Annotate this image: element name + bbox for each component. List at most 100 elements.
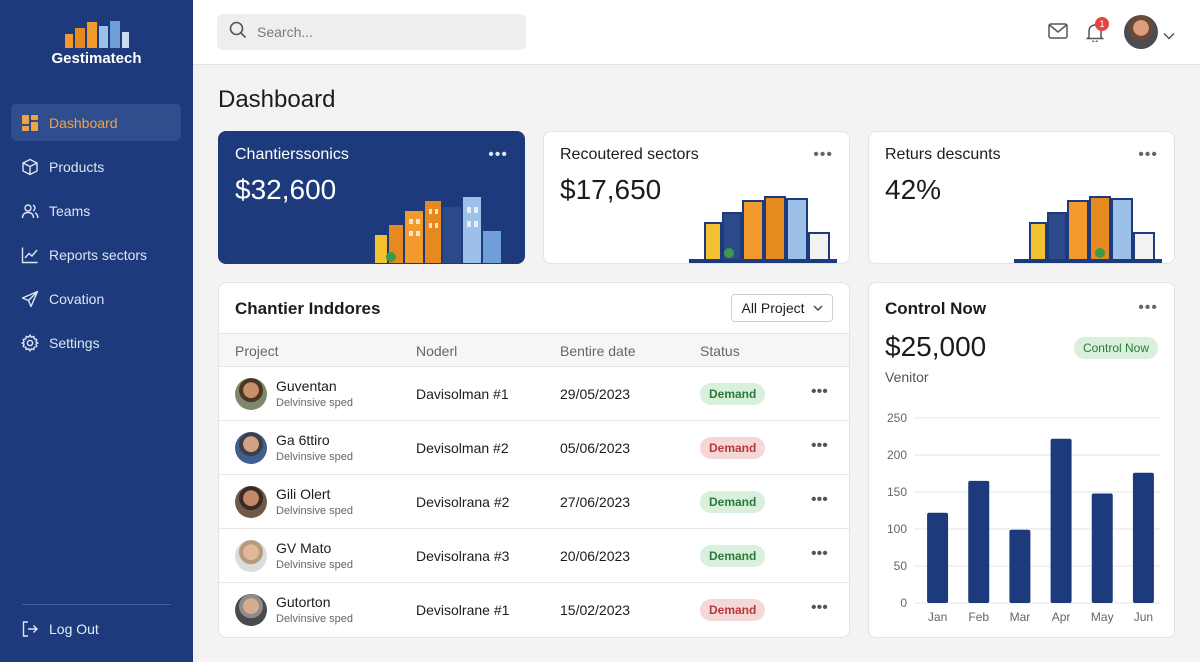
more-icon[interactable]: •••: [811, 383, 828, 400]
x-tick-label: Feb: [968, 610, 989, 624]
table-row[interactable]: Guventan Delvinsive sped Davisolman #1 2…: [219, 367, 849, 421]
project-sub: Delvinsive sped: [276, 613, 354, 625]
sidebar-item-label: Reports sectors: [49, 246, 148, 263]
project-date: 29/05/2023: [560, 386, 631, 402]
avatar[interactable]: [1124, 15, 1158, 49]
more-icon[interactable]: •••: [811, 545, 828, 562]
column-header: Bentire date: [560, 343, 636, 359]
column-header: Status: [700, 343, 740, 359]
sidebar-item-teams[interactable]: Teams: [11, 192, 181, 229]
sidebar-item-dashboard[interactable]: Dashboard: [11, 104, 181, 141]
table-row[interactable]: Gili Olert Delvinsive sped Devisolrana #…: [219, 475, 849, 529]
y-tick-label: 200: [887, 448, 907, 462]
sidebar-item-label: Products: [49, 158, 105, 175]
projects-title: Chantier Inddores: [235, 299, 381, 318]
city-illustration-icon: [689, 196, 837, 263]
more-icon[interactable]: •••: [811, 437, 828, 454]
sidebar-divider: [22, 604, 171, 605]
avatar: [235, 486, 267, 518]
column-header: Project: [235, 343, 279, 359]
logout-icon: [21, 620, 39, 638]
status-badge: Control Now: [1073, 337, 1158, 359]
table-row[interactable]: Gutorton Delvinsive sped Devisolrane #1 …: [219, 583, 849, 637]
mail-icon[interactable]: [1048, 23, 1068, 44]
kpi-title: Returs descunts: [885, 146, 1001, 163]
project-name: Guventan: [276, 378, 337, 394]
status-badge: Demand: [700, 437, 766, 459]
control-value: $25,000: [885, 331, 987, 362]
projects-card: Chantier Inddores All Project Project No…: [218, 282, 850, 638]
project-sub: Delvinsive sped: [276, 397, 354, 409]
gear-icon: [21, 333, 39, 352]
x-tick-label: May: [1091, 610, 1114, 624]
x-tick-label: Jun: [1134, 610, 1153, 624]
chart-bar: [1132, 472, 1154, 603]
search-box[interactable]: [217, 14, 526, 50]
search-icon: [229, 21, 247, 44]
chart-bar: [968, 480, 990, 603]
sidebar-item-label: Covation: [49, 290, 105, 307]
logout-button[interactable]: Log Out: [21, 620, 99, 638]
sidebar-item-products[interactable]: Products: [11, 148, 181, 185]
sidebar-item-covation[interactable]: Covation: [11, 280, 181, 317]
more-icon[interactable]: •••: [1138, 146, 1158, 163]
y-tick-label: 150: [887, 485, 907, 499]
status-badge: Demand: [700, 383, 766, 405]
logout-label: Log Out: [49, 621, 99, 637]
kpi-card-chantiers[interactable]: Chantierssonics ••• $32,600: [218, 131, 525, 264]
table-row[interactable]: Ga 6ttiro Delvinsive sped Devisolman #2 …: [219, 421, 849, 475]
more-icon[interactable]: •••: [813, 146, 833, 163]
dashboard-icon: [21, 114, 39, 132]
y-tick-label: 50: [894, 559, 908, 573]
project-model: Devisolrane #1: [416, 602, 510, 618]
kpi-card-discounts[interactable]: Returs descunts ••• 42%: [868, 131, 1175, 264]
chevron-down-icon[interactable]: [1163, 27, 1175, 45]
more-icon[interactable]: •••: [811, 491, 828, 508]
kpi-value: 42%: [885, 174, 942, 205]
control-card: Control Now ••• $25,000 Venitor Control …: [868, 282, 1175, 638]
project-name: GV Mato: [276, 540, 332, 556]
project-model: Davisolman #1: [416, 386, 509, 402]
x-tick-label: Mar: [1010, 610, 1031, 624]
chart-line-icon: [21, 246, 39, 264]
sidebar-item-label: Dashboard: [49, 114, 118, 131]
y-tick-label: 250: [887, 411, 907, 425]
kpi-value: $32,600: [235, 174, 337, 205]
more-icon[interactable]: •••: [488, 146, 508, 163]
project-date: 05/06/2023: [560, 440, 631, 456]
search-input[interactable]: [257, 24, 507, 40]
box-icon: [21, 158, 39, 176]
logo[interactable]: Gestimatech: [0, 18, 193, 67]
sidebar: Gestimatech Dashboard Products Teams Rep…: [0, 0, 193, 662]
project-model: Devisolrana #2: [416, 494, 510, 510]
x-tick-label: Jan: [928, 610, 947, 624]
city-logo-icon: [64, 21, 129, 48]
project-model: Devisolrana #3: [416, 548, 510, 564]
top-bar: 1: [193, 0, 1200, 65]
project-sub: Delvinsive sped: [276, 505, 354, 517]
more-icon[interactable]: •••: [1138, 299, 1158, 316]
control-subtitle: Venitor: [885, 369, 929, 385]
project-model: Devisolman #2: [416, 440, 509, 456]
more-icon[interactable]: •••: [811, 599, 828, 616]
city-illustration-icon: [375, 197, 501, 263]
project-date: 27/06/2023: [560, 494, 631, 510]
chart-bar: [927, 512, 949, 603]
table-row[interactable]: GV Mato Delvinsive sped Devisolrana #3 2…: [219, 529, 849, 583]
project-date: 15/02/2023: [560, 602, 631, 618]
sidebar-item-reports[interactable]: Reports sectors: [11, 236, 181, 273]
kpi-card-sectors[interactable]: Recoutered sectors ••• $17,650: [543, 131, 850, 264]
kpi-value: $17,650: [560, 174, 662, 205]
chevron-down-icon: [813, 305, 823, 311]
y-tick-label: 100: [887, 522, 907, 536]
app-name: Gestimatech: [51, 50, 142, 67]
chart-bar: [1009, 529, 1031, 603]
project-name: Gutorton: [276, 594, 331, 610]
notification-badge: 1: [1095, 17, 1109, 31]
project-sub: Delvinsive sped: [276, 451, 354, 463]
avatar: [235, 432, 267, 464]
dropdown-value: All Project: [741, 300, 805, 316]
project-filter-dropdown[interactable]: All Project: [731, 294, 833, 322]
sidebar-item-settings[interactable]: Settings: [11, 324, 181, 361]
project-date: 20/06/2023: [560, 548, 631, 564]
